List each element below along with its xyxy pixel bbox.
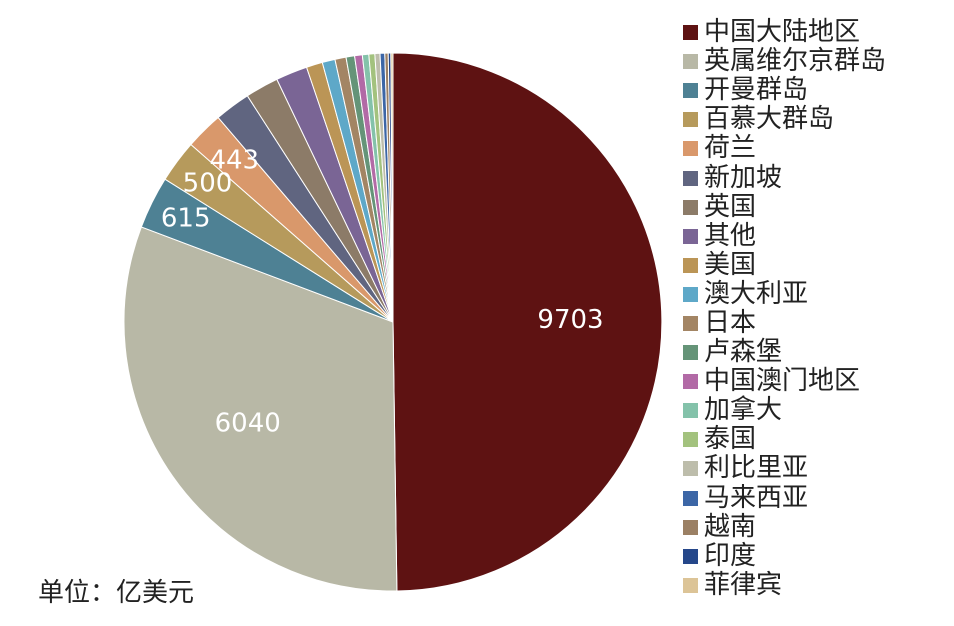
legend-item: 荷兰	[683, 134, 886, 163]
legend-swatch	[683, 432, 698, 448]
legend-swatch	[683, 112, 698, 128]
legend-label: 中国大陆地区	[704, 17, 861, 48]
legend-label: 其他	[704, 220, 757, 251]
legend-item: 中国澳门地区	[683, 367, 886, 396]
legend-swatch	[683, 25, 698, 41]
legend-label: 开曼群岛	[704, 75, 809, 106]
pie-slice	[390, 52, 394, 323]
unit-note: 单位：亿美元	[38, 578, 195, 608]
legend-swatch	[683, 519, 698, 535]
legend-swatch	[683, 199, 698, 215]
legend-swatch	[683, 170, 698, 186]
slice-value-label: 6040	[215, 409, 281, 439]
legend-label: 百慕大群岛	[704, 104, 835, 135]
legend-label: 印度	[704, 540, 757, 571]
pie-slice	[123, 226, 398, 592]
legend-item: 越南	[683, 511, 886, 542]
legend-label: 泰国	[704, 424, 757, 455]
legend-swatch	[683, 315, 698, 331]
legend-swatch	[683, 257, 698, 273]
legend-label: 加拿大	[704, 395, 783, 426]
slice-value-label: 443	[209, 146, 259, 176]
legend-item: 泰国	[683, 425, 886, 454]
pie-slices	[123, 52, 663, 592]
legend-label: 马来西亚	[704, 482, 809, 513]
legend-swatch	[683, 548, 698, 564]
legend-item: 加拿大	[683, 396, 886, 425]
slice-value-label: 9703	[537, 305, 603, 335]
legend-label: 卢森堡	[704, 337, 783, 368]
legend-label: 菲律宾	[704, 569, 783, 600]
legend-label: 新加坡	[704, 162, 783, 193]
legend-swatch	[683, 490, 698, 506]
legend-swatch	[683, 54, 698, 70]
slice-value-label: 615	[161, 204, 211, 234]
legend-item: 印度	[683, 540, 886, 571]
legend-swatch	[683, 461, 698, 477]
legend-swatch	[683, 286, 698, 302]
legend-item: 英属维尔京群岛	[683, 47, 886, 76]
legend-label: 荷兰	[704, 133, 757, 164]
legend-item: 利比里亚	[683, 454, 886, 483]
legend-swatch	[683, 577, 698, 593]
legend-label: 澳大利亚	[704, 278, 809, 309]
legend-label: 英国	[704, 191, 757, 222]
legend-item: 日本	[683, 307, 886, 338]
legend-swatch	[683, 345, 698, 361]
legend-label: 中国澳门地区	[704, 366, 861, 397]
legend-swatch	[683, 228, 698, 244]
legend-item: 新加坡	[683, 163, 886, 192]
chart-legend: 中国大陆地区 英属维尔京群岛 开曼群岛 百慕大群岛 荷兰 新加坡 英国 其他 美国 澳大利亚 日本卢…	[683, 18, 886, 600]
legend-item: 卢森堡	[683, 338, 886, 367]
legend-label: 美国	[704, 249, 757, 280]
legend-swatch	[683, 83, 698, 99]
slice-value-label: 500	[183, 168, 233, 198]
legend-item: 英国	[683, 191, 886, 222]
legend-item: 其他	[683, 220, 886, 251]
legend-item: 美国	[683, 249, 886, 280]
pie-slice	[392, 52, 663, 592]
legend-label: 英属维尔京群岛	[704, 46, 887, 77]
legend-item: 开曼群岛	[683, 76, 886, 105]
legend-item: 菲律宾	[683, 569, 886, 600]
legend-swatch	[683, 374, 698, 390]
legend-item: 百慕大群岛	[683, 105, 886, 134]
legend-item: 澳大利亚	[683, 278, 886, 309]
legend-label: 越南	[704, 511, 757, 542]
legend-label: 日本	[704, 307, 757, 338]
legend-item: 中国大陆地区	[683, 18, 886, 47]
legend-item: 马来西亚	[683, 482, 886, 513]
legend-swatch	[683, 141, 698, 157]
legend-label: 利比里亚	[704, 453, 809, 484]
legend-swatch	[683, 403, 698, 419]
